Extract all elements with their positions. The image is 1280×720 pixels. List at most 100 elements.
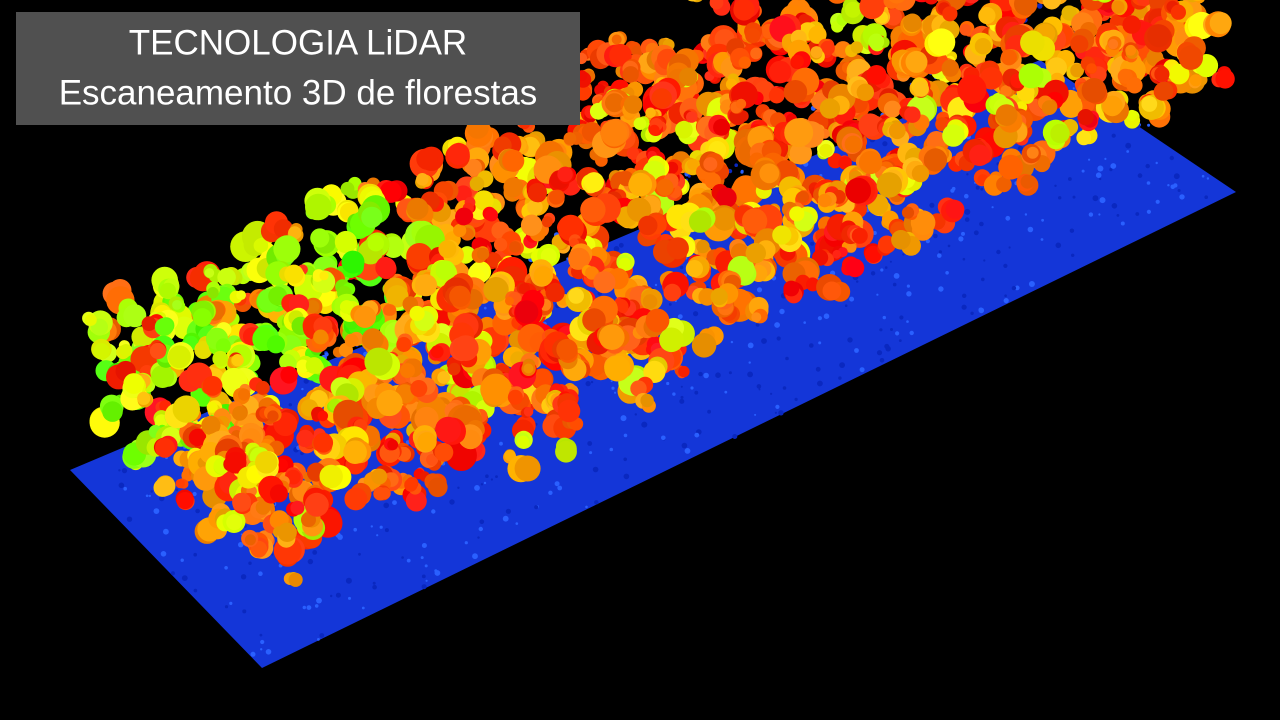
- canopy: [141, 316, 157, 332]
- canopy: [736, 98, 747, 109]
- canopy: [584, 172, 604, 193]
- canopy: [819, 98, 841, 119]
- ground-point: [879, 358, 885, 363]
- canopy: [414, 274, 438, 297]
- canopy: [160, 282, 176, 299]
- ground-point: [945, 271, 949, 275]
- canopy: [175, 478, 185, 489]
- canopy: [123, 304, 147, 328]
- ground-point: [747, 342, 754, 349]
- ground-point: [775, 404, 780, 409]
- canopy: [713, 118, 731, 136]
- ground-point: [265, 649, 272, 655]
- ground-point: [1072, 195, 1076, 199]
- canopy: [520, 214, 543, 236]
- canopy: [155, 476, 176, 496]
- canopy: [396, 337, 412, 352]
- canopy: [137, 391, 151, 405]
- canopy: [464, 159, 482, 176]
- ground-point: [803, 321, 806, 324]
- canopy: [202, 375, 223, 396]
- canopy: [483, 277, 509, 303]
- canopy: [449, 285, 471, 307]
- canopy: [172, 300, 182, 310]
- canopy: [406, 242, 433, 270]
- canopy: [716, 187, 737, 208]
- ground-point: [585, 505, 588, 509]
- ground-point: [301, 387, 304, 391]
- ground-point: [370, 525, 373, 528]
- canopy: [334, 230, 357, 254]
- ground-point: [330, 594, 333, 598]
- canopy: [712, 207, 737, 231]
- canopy: [905, 50, 928, 73]
- canopy: [656, 178, 674, 196]
- canopy: [485, 208, 498, 222]
- canopy: [633, 117, 647, 130]
- canopy: [649, 124, 660, 136]
- ground-point: [1099, 197, 1106, 204]
- ground-point: [1204, 195, 1208, 199]
- canopy: [688, 210, 712, 233]
- ground-point: [810, 241, 815, 246]
- ground-point: [472, 553, 478, 560]
- canopy: [927, 28, 956, 56]
- canopy: [868, 33, 885, 50]
- ground-point: [1201, 174, 1205, 178]
- canopy: [280, 366, 298, 384]
- ground-point: [681, 442, 688, 449]
- canopy: [119, 344, 133, 357]
- ground-point: [991, 206, 994, 209]
- canopy: [284, 264, 304, 284]
- ground-point: [817, 380, 823, 387]
- canopy: [609, 43, 632, 67]
- canopy: [545, 282, 565, 303]
- ground-point: [534, 505, 539, 510]
- ground-point: [1167, 184, 1170, 187]
- canopy: [783, 80, 808, 104]
- canopy: [375, 257, 397, 278]
- canopy: [361, 206, 383, 228]
- ground-point: [623, 457, 627, 462]
- canopy: [455, 207, 473, 226]
- ground-point: [1116, 214, 1120, 217]
- canopy: [364, 347, 393, 376]
- ground-point: [1169, 155, 1175, 161]
- ground-point: [406, 558, 411, 563]
- ground-point: [876, 350, 883, 356]
- ground-point: [434, 570, 441, 576]
- canopy: [367, 235, 384, 252]
- canopy: [379, 181, 402, 203]
- canopy: [642, 294, 658, 309]
- ground-point: [884, 343, 890, 349]
- canopy: [305, 193, 332, 221]
- canopy: [759, 163, 780, 184]
- canopy: [580, 197, 606, 223]
- ground-point: [502, 515, 509, 522]
- ground-point: [193, 552, 197, 557]
- canopy: [155, 437, 175, 458]
- canopy: [85, 314, 97, 326]
- ground-point: [909, 330, 914, 336]
- ground-point: [623, 433, 628, 438]
- ground-point: [1071, 253, 1075, 257]
- ground-point: [1120, 221, 1125, 226]
- ground-point: [1041, 218, 1044, 222]
- canopy: [341, 250, 365, 274]
- ground-point: [361, 606, 365, 610]
- canopy: [168, 345, 191, 369]
- canopy: [679, 67, 698, 87]
- ground-point: [1028, 281, 1035, 287]
- canopy: [623, 95, 643, 114]
- ground-point: [898, 339, 902, 342]
- canopy: [296, 429, 314, 448]
- canopy: [437, 371, 451, 384]
- canopy: [503, 177, 524, 198]
- ground-point: [1092, 195, 1099, 202]
- canopy: [217, 268, 236, 287]
- canopy: [409, 305, 425, 322]
- canopy: [563, 132, 577, 145]
- canopy: [509, 241, 521, 253]
- canopy: [686, 111, 698, 123]
